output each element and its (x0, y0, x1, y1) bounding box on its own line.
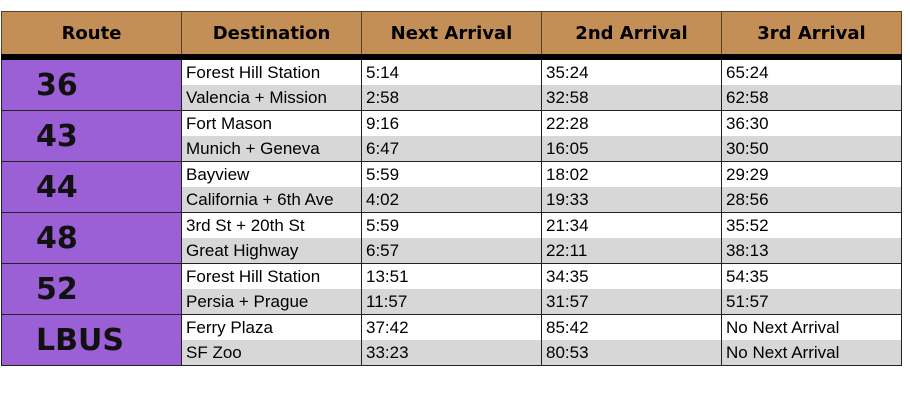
destination-cell: Great Highway (181, 238, 362, 264)
second-arrival-cell: 85:42 (541, 314, 722, 340)
next-arrival-cell: 9:16 (361, 110, 542, 136)
next-arrival-cell: 5:59 (361, 161, 542, 187)
header-2nd-arrival: 2nd Arrival (541, 11, 722, 60)
table-row: 44 Bayview 5:59 18:02 29:29 (1, 161, 902, 213)
destination-cell: Munich + Geneva (181, 136, 362, 162)
next-arrival-cell: 6:47 (361, 136, 542, 162)
third-arrival-cell: 36:30 (721, 110, 902, 136)
third-arrival-cell: 51:57 (721, 289, 902, 315)
header-row: Route Destination Next Arrival 2nd Arriv… (1, 11, 902, 60)
destination-cell: Valencia + Mission (181, 85, 362, 111)
table-row: Valencia + Mission 2:58 32:58 62:58 (2, 85, 902, 111)
third-arrival-cell: 54:35 (721, 263, 902, 289)
route-number: LBUS (1, 314, 182, 366)
table-row: LBUS Ferry Plaza 37:42 85:42 No Next Arr… (1, 314, 902, 366)
table-row: California + 6th Ave 4:02 19:33 28:56 (2, 187, 902, 213)
destination-cell: Persia + Prague (181, 289, 362, 315)
second-arrival-cell: 32:58 (541, 85, 722, 111)
table-row: SF Zoo 33:23 80:53 No Next Arrival (2, 340, 902, 366)
second-arrival-cell: 19:33 (541, 187, 722, 213)
third-arrival-cell: 62:58 (721, 85, 902, 111)
next-arrival-cell: 5:14 (361, 57, 542, 85)
table-row: 48 3rd St + 20th St 5:59 21:34 35:52 (1, 212, 902, 264)
arrivals-table: Route Destination Next Arrival 2nd Arriv… (1, 11, 902, 366)
next-arrival-cell: 2:58 (361, 85, 542, 111)
header-route: Route (1, 11, 182, 60)
next-arrival-cell: 11:57 (361, 289, 542, 315)
destination-cell: SF Zoo (181, 340, 362, 366)
second-arrival-cell: 22:11 (541, 238, 722, 264)
destination-cell: Ferry Plaza (181, 314, 362, 340)
route-number: 36 (1, 56, 182, 111)
second-arrival-cell: 16:05 (541, 136, 722, 162)
table-row: 52 Forest Hill Station 13:51 34:35 54:35 (1, 263, 902, 315)
route-number: 52 (1, 263, 182, 315)
next-arrival-cell: 37:42 (361, 314, 542, 340)
third-arrival-cell: 38:13 (721, 238, 902, 264)
destination-cell: California + 6th Ave (181, 187, 362, 213)
second-arrival-cell: 18:02 (541, 161, 722, 187)
route-number: 44 (1, 161, 182, 213)
third-arrival-cell: 29:29 (721, 161, 902, 187)
third-arrival-cell: 65:24 (721, 57, 902, 85)
third-arrival-cell: 35:52 (721, 212, 902, 238)
destination-cell: Forest Hill Station (181, 57, 362, 85)
second-arrival-cell: 21:34 (541, 212, 722, 238)
second-arrival-cell: 80:53 (541, 340, 722, 366)
header-3rd-arrival: 3rd Arrival (721, 11, 902, 60)
destination-cell: Forest Hill Station (181, 263, 362, 289)
second-arrival-cell: 31:57 (541, 289, 722, 315)
destination-cell: 3rd St + 20th St (181, 212, 362, 238)
third-arrival-cell: No Next Arrival (721, 340, 902, 366)
third-arrival-cell: 30:50 (721, 136, 902, 162)
table-row: 36 Forest Hill Station 5:14 35:24 65:24 (1, 56, 902, 111)
next-arrival-cell: 33:23 (361, 340, 542, 366)
destination-cell: Fort Mason (181, 110, 362, 136)
table-row: Munich + Geneva 6:47 16:05 30:50 (2, 136, 902, 162)
route-number: 43 (1, 110, 182, 162)
third-arrival-cell: No Next Arrival (721, 314, 902, 340)
next-arrival-cell: 4:02 (361, 187, 542, 213)
header-destination: Destination (181, 11, 362, 60)
header-next-arrival: Next Arrival (361, 11, 542, 60)
second-arrival-cell: 34:35 (541, 263, 722, 289)
next-arrival-cell: 6:57 (361, 238, 542, 264)
second-arrival-cell: 35:24 (541, 57, 722, 85)
next-arrival-cell: 13:51 (361, 263, 542, 289)
second-arrival-cell: 22:28 (541, 110, 722, 136)
table-row: Persia + Prague 11:57 31:57 51:57 (2, 289, 902, 315)
next-arrival-cell: 5:59 (361, 212, 542, 238)
table-row: 43 Fort Mason 9:16 22:28 36:30 (1, 110, 902, 162)
third-arrival-cell: 28:56 (721, 187, 902, 213)
route-number: 48 (1, 212, 182, 264)
table-row: Great Highway 6:57 22:11 38:13 (2, 238, 902, 264)
destination-cell: Bayview (181, 161, 362, 187)
